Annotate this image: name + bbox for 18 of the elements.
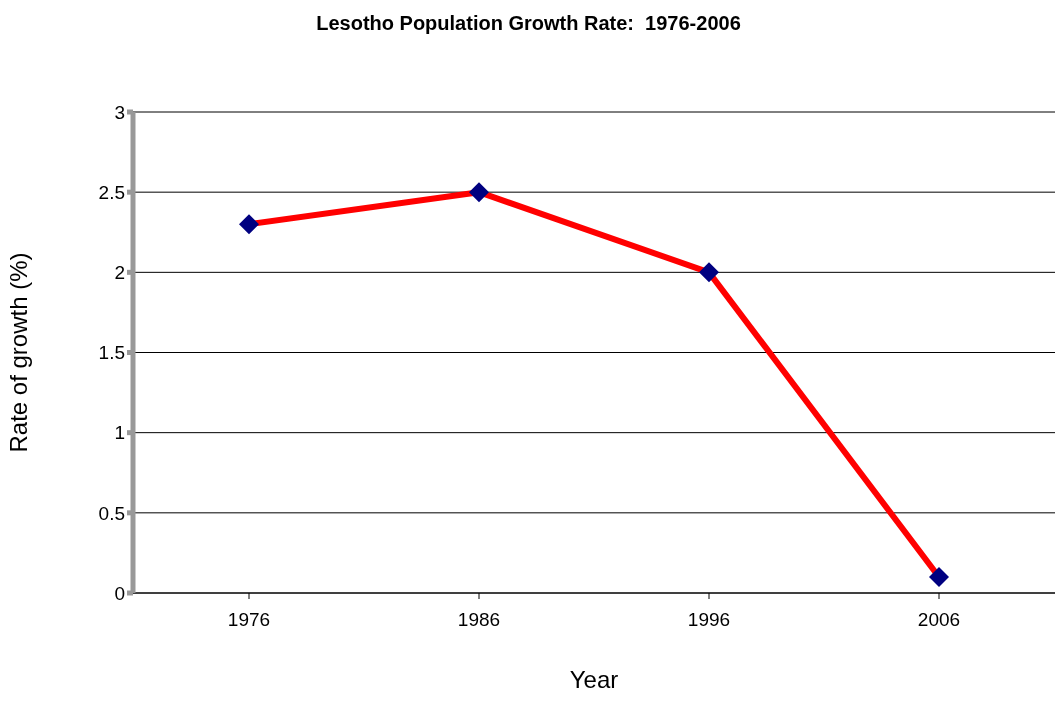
point <box>699 262 719 283</box>
y-tick-label: 0.5 <box>98 502 125 524</box>
x-tick-label: 1996 <box>687 609 731 631</box>
x-tick-label: 1986 <box>457 609 501 631</box>
y-tick-label: 2 <box>114 262 125 284</box>
y-tick-label: 1 <box>114 422 125 444</box>
x-tick-label: 2006 <box>917 609 961 631</box>
y-tick-label: 3 <box>114 101 125 123</box>
y-tick-label: 0 <box>114 582 125 604</box>
y-tick-label: 2.5 <box>98 181 125 203</box>
point <box>469 182 489 203</box>
x-axis-title: Year <box>569 666 619 693</box>
y-axis-title: Rate of growth (%) <box>4 252 32 453</box>
chart-title: Lesotho Population Growth Rate: 1976-2006 <box>315 12 742 35</box>
point <box>239 214 259 235</box>
y-tick-label: 1.5 <box>98 342 125 364</box>
x-tick-label: 1976 <box>227 609 271 631</box>
point <box>929 566 949 587</box>
